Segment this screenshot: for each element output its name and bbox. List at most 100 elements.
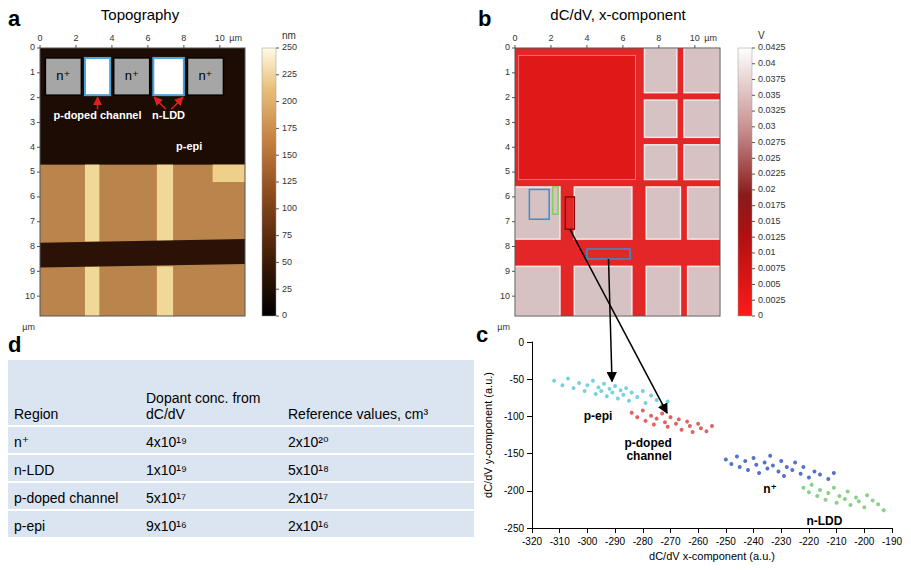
svg-text:-250: -250 [504,523,524,534]
svg-text:p-epi: p-epi [176,140,202,152]
svg-text:150: 150 [282,150,297,160]
svg-text:0.01: 0.01 [758,247,776,257]
svg-text:0: 0 [758,310,763,320]
svg-text:9: 9 [30,266,35,276]
svg-text:50: 50 [282,257,292,267]
svg-text:0.0025: 0.0025 [758,295,786,305]
svg-text:25: 25 [282,284,292,294]
svg-text:0.015: 0.015 [758,216,781,226]
svg-text:0.035: 0.035 [758,90,781,100]
svg-text:175: 175 [282,123,297,133]
svg-text:-200: -200 [504,485,524,496]
svg-text:-290: -290 [605,536,625,547]
svg-text:-100: -100 [504,411,524,422]
svg-text:8: 8 [30,241,35,251]
svg-text:n-LDD: n-LDD [806,514,842,528]
svg-text:channel: channel [626,449,671,463]
svg-text:dC/dV y-component (a.u.): dC/dV y-component (a.u.) [482,372,494,498]
svg-text:p-epi: p-epi [584,409,613,423]
svg-text:10: 10 [215,33,225,43]
svg-text:-270: -270 [660,536,680,547]
svg-text:n⁺: n⁺ [125,68,139,83]
svg-text:-280: -280 [633,536,653,547]
svg-text:n⁺: n⁺ [198,68,212,83]
svg-text:b: b [478,6,491,31]
svg-text:10: 10 [690,33,700,43]
svg-text:9: 9 [505,266,510,276]
svg-text:n⁺: n⁺ [56,68,70,83]
svg-text:4: 4 [505,142,510,152]
svg-text:n⁺: n⁺ [763,482,777,496]
svg-text:8: 8 [656,33,661,43]
svg-text:1: 1 [505,67,510,77]
svg-text:4: 4 [30,142,35,152]
svg-text:3: 3 [505,117,510,127]
svg-text:-210: -210 [827,536,847,547]
svg-text:250: 250 [282,42,297,52]
svg-text:6: 6 [505,191,510,201]
svg-text:5: 5 [30,166,35,176]
svg-text:-220: -220 [799,536,819,547]
svg-text:0.0325: 0.0325 [758,105,786,115]
svg-text:µm: µm [497,322,510,332]
svg-text:0.025: 0.025 [758,153,781,163]
svg-text:7: 7 [30,216,35,226]
svg-text:-260: -260 [688,536,708,547]
svg-text:-300: -300 [577,536,597,547]
svg-text:-320: -320 [522,536,542,547]
svg-text:100: 100 [282,203,297,213]
svg-text:-200: -200 [854,536,874,547]
svg-text:6: 6 [30,191,35,201]
svg-text:p-doped: p-doped [624,436,671,450]
svg-text:0.04: 0.04 [758,58,776,68]
svg-text:7: 7 [505,216,510,226]
svg-text:1: 1 [30,67,35,77]
svg-text:0: 0 [505,42,510,52]
svg-text:c: c [476,322,488,347]
svg-text:Topography: Topography [101,6,180,23]
svg-text:V: V [758,30,765,41]
svg-text:225: 225 [282,69,297,79]
svg-text:6: 6 [145,33,150,43]
svg-text:dC/dV, x-component: dC/dV, x-component [550,6,686,23]
svg-text:µm: µm [22,322,35,332]
svg-text:8: 8 [505,241,510,251]
svg-text:6: 6 [620,33,625,43]
svg-text:nm: nm [282,30,296,41]
svg-text:0.0275: 0.0275 [758,137,786,147]
svg-text:5: 5 [505,166,510,176]
svg-text:4: 4 [584,33,589,43]
svg-text:-190: -190 [882,536,902,547]
svg-text:-310: -310 [550,536,570,547]
svg-text:0.005: 0.005 [758,279,781,289]
svg-text:0: 0 [37,33,42,43]
svg-text:0.0375: 0.0375 [758,74,786,84]
svg-text:p-doped channel: p-doped channel [54,109,142,121]
svg-text:200: 200 [282,96,297,106]
svg-text:0: 0 [518,337,524,348]
svg-text:µm: µm [229,33,242,43]
svg-text:-230: -230 [771,536,791,547]
svg-text:0.0425: 0.0425 [758,42,786,52]
svg-text:0: 0 [512,33,517,43]
svg-text:0: 0 [30,42,35,52]
svg-text:dC/dV x-component (a.u.): dC/dV x-component (a.u.) [649,550,775,562]
svg-text:3: 3 [30,117,35,127]
svg-text:n-LDD: n-LDD [152,109,185,121]
svg-text:0.0075: 0.0075 [758,263,786,273]
svg-text:2: 2 [30,92,35,102]
svg-text:-50: -50 [510,374,525,385]
svg-text:2: 2 [505,92,510,102]
svg-text:75: 75 [282,230,292,240]
svg-text:0.0225: 0.0225 [758,168,786,178]
svg-text:0: 0 [282,310,287,320]
svg-text:10: 10 [500,291,510,301]
svg-text:2: 2 [73,33,78,43]
svg-text:8: 8 [181,33,186,43]
svg-text:-250: -250 [716,536,736,547]
svg-text:125: 125 [282,176,297,186]
svg-text:2: 2 [548,33,553,43]
svg-text:a: a [8,6,21,31]
svg-text:0.02: 0.02 [758,184,776,194]
svg-text:4: 4 [109,33,114,43]
